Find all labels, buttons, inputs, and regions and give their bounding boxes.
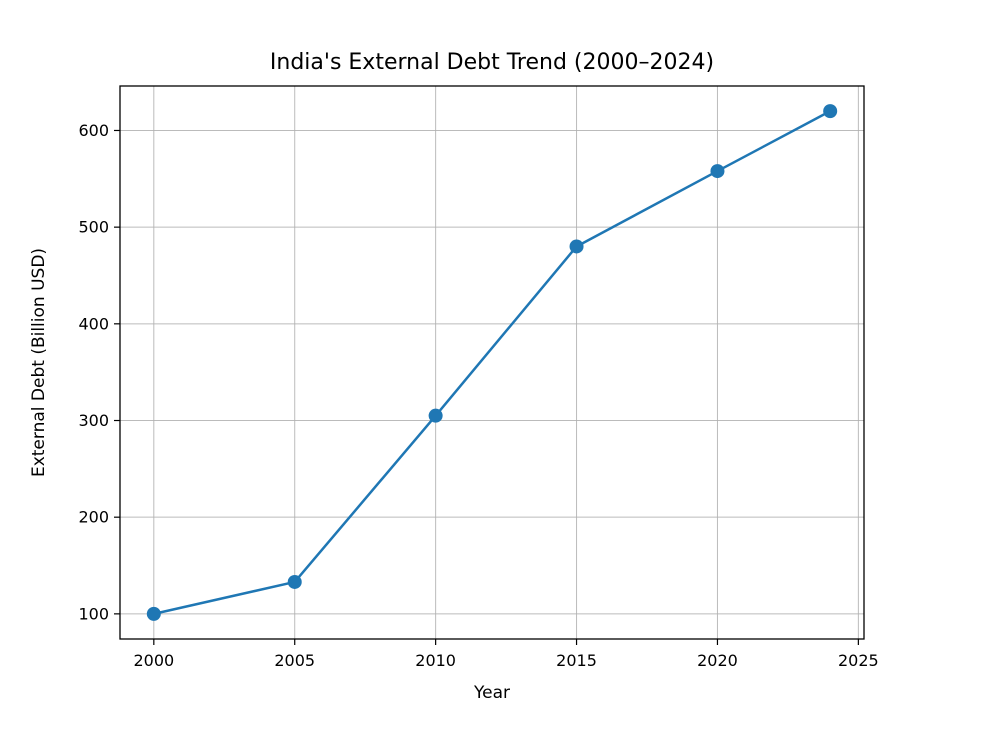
- y-tick-label: 600: [78, 121, 109, 140]
- data-point: [823, 104, 838, 119]
- data-point: [146, 606, 161, 621]
- x-tick-labels: 2000 2005 2010 2015 2020 2025: [133, 651, 878, 670]
- data-line: [152, 109, 832, 616]
- grid-lines: [120, 86, 864, 639]
- y-tick-label: 300: [78, 411, 109, 430]
- y-tick-label: 200: [78, 508, 109, 527]
- x-tick-label: 2005: [274, 651, 315, 670]
- data-point: [710, 164, 725, 179]
- axes-frame: [119, 85, 865, 640]
- data-point: [287, 574, 302, 589]
- x-tick-label: 2015: [556, 651, 597, 670]
- x-tick-label: 2020: [697, 651, 738, 670]
- x-tick-label: 2010: [415, 651, 456, 670]
- data-points: [146, 104, 838, 621]
- axis-ticks: [114, 129, 859, 645]
- x-axis-label: Year: [473, 683, 510, 703]
- data-point: [428, 408, 443, 423]
- y-tick-labels: 100 200 300 400 500 600: [78, 121, 109, 623]
- x-tick-label: 2000: [133, 651, 174, 670]
- y-tick-label: 400: [78, 314, 109, 333]
- y-tick-label: 500: [78, 218, 109, 237]
- y-tick-label: 100: [78, 604, 109, 623]
- data-point: [569, 239, 584, 254]
- chart-title: India's External Debt Trend (2000–2024): [270, 50, 714, 75]
- x-tick-label: 2025: [838, 651, 879, 670]
- y-axis-label: External Debt (Billion USD): [29, 248, 49, 477]
